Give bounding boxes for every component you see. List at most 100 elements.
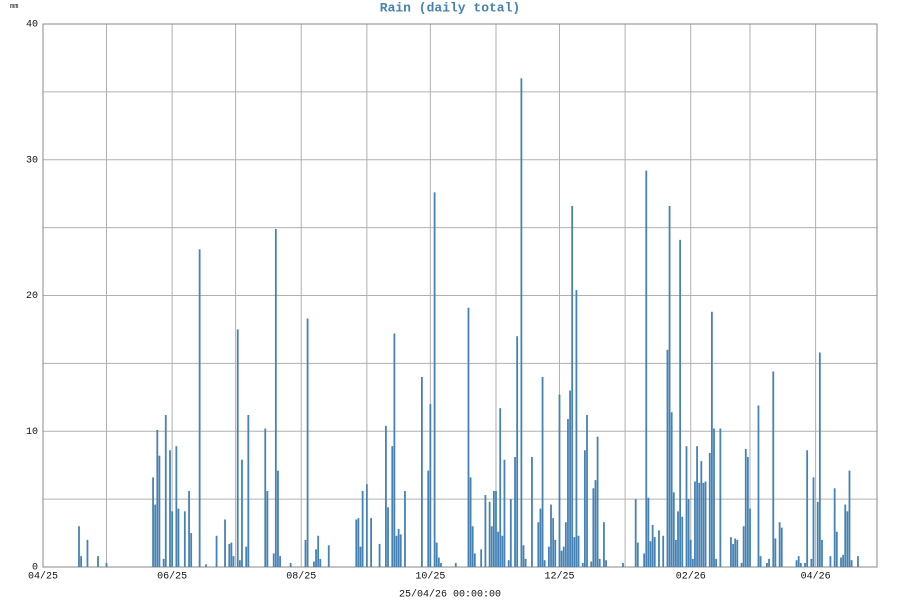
bar [507, 560, 510, 567]
x-tick-label: 04/25 [28, 571, 58, 583]
bar [420, 376, 423, 567]
bar [666, 349, 669, 567]
bar [247, 414, 250, 567]
bar [560, 550, 563, 567]
bar [759, 556, 762, 567]
bar [272, 553, 275, 567]
bar [746, 457, 749, 567]
bar [850, 560, 853, 567]
bar [848, 470, 851, 567]
y-tick-label: 30 [26, 155, 38, 166]
bar [317, 535, 320, 567]
bar [573, 537, 576, 567]
bar [397, 528, 400, 567]
bar [575, 290, 578, 567]
bar [696, 446, 698, 567]
bar [768, 558, 770, 567]
bar [558, 394, 561, 567]
bar [543, 560, 546, 567]
bar [385, 425, 387, 567]
bar [672, 492, 675, 567]
bar [554, 539, 557, 567]
bar [501, 535, 504, 567]
bar [522, 545, 525, 567]
bar [319, 558, 322, 567]
bar [158, 455, 161, 567]
bar [653, 537, 656, 567]
bar [662, 535, 665, 567]
bar [622, 562, 624, 567]
bar [694, 481, 696, 567]
bar [668, 205, 671, 567]
plot-frame [42, 23, 878, 568]
bar [429, 404, 432, 567]
bar [232, 556, 235, 567]
bar [78, 526, 80, 567]
bar [245, 546, 248, 567]
bar [749, 508, 751, 567]
bar [636, 542, 639, 567]
bar [795, 560, 798, 567]
x-tick-label: 02/26 [676, 571, 706, 583]
bar [649, 541, 652, 567]
bar [732, 543, 734, 567]
bar [583, 450, 586, 567]
bar [152, 477, 154, 567]
bar [484, 495, 487, 567]
bar [488, 501, 491, 567]
bar [370, 518, 372, 567]
bar [264, 428, 267, 567]
bar [812, 477, 815, 567]
bar [548, 546, 550, 567]
x-tick-label: 12/25 [544, 571, 574, 583]
bar [467, 307, 470, 567]
x-tick-label: 04/26 [801, 571, 831, 583]
chart-title: Rain (daily total) [380, 0, 520, 15]
bar [634, 499, 637, 567]
bar [514, 457, 516, 567]
bar [810, 558, 813, 567]
bar [586, 414, 588, 567]
bar [387, 507, 389, 567]
bar [497, 531, 500, 567]
bar [719, 428, 722, 567]
bar [520, 78, 523, 568]
bar [816, 501, 819, 567]
bar [359, 546, 362, 567]
bar [842, 554, 845, 567]
bar [395, 535, 398, 567]
bar [829, 556, 832, 567]
bar [594, 480, 597, 567]
bar [713, 428, 715, 567]
bar [804, 562, 806, 567]
bar [440, 562, 442, 567]
bar [175, 446, 178, 567]
bar [670, 412, 673, 567]
bar [198, 249, 201, 567]
bar [361, 490, 364, 567]
bar [304, 539, 307, 567]
bar [679, 239, 682, 567]
bar [236, 329, 239, 567]
bar [473, 553, 476, 567]
x-tick-label: 06/25 [157, 571, 187, 583]
bar [435, 542, 438, 567]
bar [567, 419, 569, 567]
bar [490, 526, 493, 567]
bar [539, 508, 542, 567]
y-tick-label: 20 [26, 291, 38, 302]
bar [105, 562, 108, 567]
bar [399, 534, 402, 567]
bar [806, 450, 809, 567]
bar [708, 452, 711, 567]
bar [675, 539, 677, 567]
bar [327, 545, 330, 567]
bar [704, 481, 707, 567]
bar [177, 508, 180, 567]
bar [821, 539, 823, 567]
bar [571, 205, 574, 567]
bar [433, 192, 436, 567]
footer-timestamp: 25/04/26 00:00:00 [399, 589, 501, 600]
bar [702, 482, 705, 567]
